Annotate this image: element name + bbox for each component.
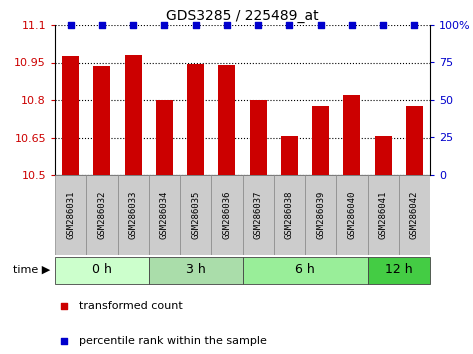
- Text: GSM286036: GSM286036: [222, 191, 231, 239]
- Bar: [187, 64, 204, 175]
- Text: GSM286034: GSM286034: [160, 191, 169, 239]
- Text: percentile rank within the sample: percentile rank within the sample: [79, 336, 266, 346]
- Bar: [55, 175, 86, 255]
- Bar: [368, 175, 399, 255]
- Text: GSM286038: GSM286038: [285, 191, 294, 239]
- Bar: [211, 175, 243, 255]
- Point: [348, 22, 356, 28]
- Text: time ▶: time ▶: [13, 264, 50, 274]
- Text: GSM286037: GSM286037: [254, 191, 263, 239]
- Title: GDS3285 / 225489_at: GDS3285 / 225489_at: [166, 8, 319, 23]
- Text: GSM286039: GSM286039: [316, 191, 325, 239]
- Bar: [156, 100, 173, 175]
- Bar: [218, 65, 236, 175]
- Text: 6 h: 6 h: [295, 263, 315, 276]
- Text: GSM286040: GSM286040: [347, 191, 356, 239]
- Bar: [243, 257, 368, 284]
- Text: GSM286033: GSM286033: [129, 191, 138, 239]
- Bar: [312, 106, 329, 175]
- Bar: [86, 175, 117, 255]
- Bar: [55, 257, 149, 284]
- Bar: [336, 175, 368, 255]
- Text: GSM286031: GSM286031: [66, 191, 75, 239]
- Point: [61, 338, 68, 344]
- Bar: [117, 175, 149, 255]
- Bar: [243, 175, 274, 255]
- Bar: [368, 257, 430, 284]
- Bar: [305, 175, 336, 255]
- Point: [67, 22, 74, 28]
- Point: [223, 22, 231, 28]
- Bar: [274, 175, 305, 255]
- Point: [379, 22, 387, 28]
- Point: [317, 22, 324, 28]
- Bar: [399, 175, 430, 255]
- Point: [98, 22, 105, 28]
- Bar: [93, 66, 111, 175]
- Bar: [124, 55, 142, 175]
- Point: [129, 22, 137, 28]
- Text: 3 h: 3 h: [186, 263, 205, 276]
- Text: GSM286035: GSM286035: [191, 191, 200, 239]
- Bar: [375, 136, 392, 175]
- Bar: [180, 175, 211, 255]
- Bar: [281, 136, 298, 175]
- Bar: [406, 106, 423, 175]
- Text: 12 h: 12 h: [385, 263, 412, 276]
- Point: [61, 303, 68, 309]
- Text: 0 h: 0 h: [92, 263, 112, 276]
- Text: GSM286041: GSM286041: [378, 191, 388, 239]
- Bar: [149, 175, 180, 255]
- Point: [161, 22, 168, 28]
- Bar: [149, 257, 243, 284]
- Text: GSM286032: GSM286032: [97, 191, 106, 239]
- Bar: [250, 100, 267, 175]
- Bar: [62, 56, 79, 175]
- Text: transformed count: transformed count: [79, 301, 183, 311]
- Point: [286, 22, 293, 28]
- Point: [192, 22, 200, 28]
- Point: [411, 22, 418, 28]
- Bar: [343, 95, 360, 175]
- Point: [254, 22, 262, 28]
- Text: GSM286042: GSM286042: [410, 191, 419, 239]
